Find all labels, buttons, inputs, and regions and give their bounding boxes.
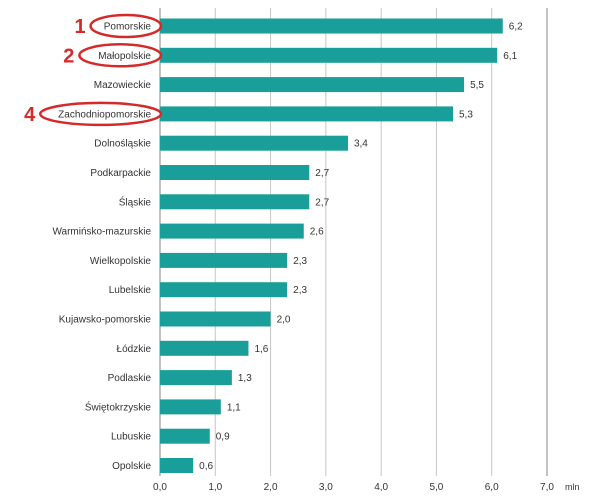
- tick-label: 4,0: [374, 482, 388, 493]
- category-label: Kujawsko-pomorskie: [59, 315, 152, 326]
- bar: [160, 282, 288, 298]
- rank-number: 4: [24, 104, 36, 126]
- bar: [160, 194, 310, 210]
- tick-label: 7,0: [540, 482, 554, 493]
- category-label: Podlaskie: [108, 373, 152, 384]
- value-label: 0,6: [199, 461, 213, 472]
- value-label: 3,4: [354, 139, 368, 150]
- bar: [160, 340, 249, 356]
- value-labels: 6,2 6,1 5,5 5,3 3,4 2,7 2,7 2,6 2,3 2,3 2,0 1,6 1,3 1…: [199, 22, 523, 473]
- category-label: Świętokrzyskie: [85, 400, 152, 413]
- tick-label: 3,0: [319, 482, 333, 493]
- category-label: Pomorskie: [104, 22, 152, 33]
- value-label: 6,2: [509, 22, 523, 33]
- category-label: Warmińsko-mazurskie: [52, 227, 151, 238]
- bar: [160, 165, 310, 180]
- category-label: Podkarpackie: [90, 168, 151, 179]
- bar: [160, 311, 271, 327]
- tick-label: 2,0: [264, 482, 278, 493]
- value-label: 2,0: [277, 315, 291, 326]
- value-label: 5,5: [470, 80, 484, 91]
- value-label: 0,9: [216, 432, 230, 443]
- category-label: Opolskie: [112, 461, 151, 472]
- unit-label: mln: [565, 482, 580, 492]
- value-label: 1,6: [254, 344, 268, 355]
- tick-label: 0,0: [153, 482, 167, 493]
- bar: [160, 370, 232, 386]
- bar: [160, 106, 454, 122]
- category-label: Lubuskie: [111, 432, 151, 443]
- category-label: Mazowieckie: [94, 80, 152, 91]
- bar: [160, 458, 194, 473]
- rank-number: 2: [63, 45, 74, 67]
- bar: [160, 399, 221, 415]
- value-label: 1,3: [238, 373, 252, 384]
- value-label: 2,7: [315, 197, 329, 208]
- bars: [160, 18, 503, 473]
- value-label: 2,7: [315, 168, 329, 179]
- category-label: Zachodniopomorskie: [58, 109, 151, 120]
- annotations: 12 4: [24, 13, 163, 127]
- tick-label: 6,0: [485, 482, 499, 493]
- tick-label: 5,0: [429, 482, 443, 493]
- highlight-circle: [78, 43, 163, 68]
- bar: [160, 223, 304, 239]
- rank-number: 1: [74, 16, 85, 38]
- category-labels: Pomorskie Małopolskie Mazowieckie Zachodnio…: [52, 22, 151, 473]
- x-axis: 0,0 1,0 2,0 3,0 4,0 5,0 6,0 7,0 mln: [153, 482, 579, 493]
- bar: [160, 135, 348, 151]
- bar: [160, 47, 498, 63]
- category-label: Lubelskie: [109, 285, 152, 296]
- value-label: 2,3: [293, 256, 307, 267]
- category-label: Śląskie: [119, 195, 152, 208]
- bar: [160, 18, 503, 34]
- value-label: 6,1: [503, 51, 517, 62]
- category-label: Dolnośląskie: [94, 139, 151, 150]
- value-label: 2,3: [293, 285, 307, 296]
- value-label: 2,6: [310, 227, 324, 238]
- category-label: Łódzkie: [117, 344, 152, 355]
- bar: [160, 77, 465, 93]
- category-label: Wielkopolskie: [90, 256, 152, 267]
- bar: [160, 428, 210, 444]
- bar: [160, 252, 288, 268]
- value-label: 5,3: [459, 109, 473, 120]
- highlight-circle: [38, 101, 163, 127]
- value-label: 1,1: [227, 402, 241, 413]
- highlight-circle: [89, 13, 163, 39]
- tick-label: 1,0: [208, 482, 222, 493]
- category-label: Małopolskie: [98, 51, 151, 62]
